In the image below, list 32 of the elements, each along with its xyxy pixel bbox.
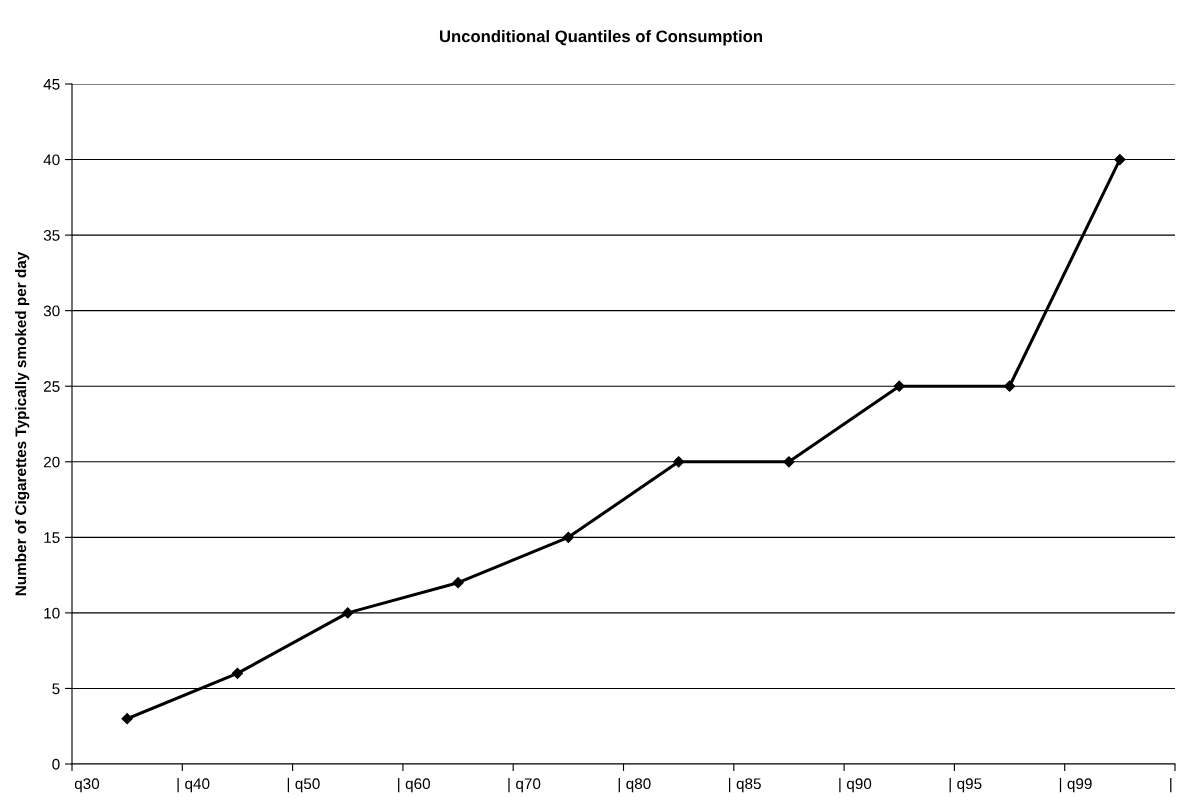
point: [783, 456, 795, 468]
x-tick-label: q40 |: [185, 777, 290, 793]
y-tick-label: 35: [43, 229, 60, 241]
chart-title: Unconditional Quantiles of Consumption: [439, 30, 763, 46]
point: [231, 667, 244, 679]
point: [121, 713, 133, 725]
point: [452, 577, 464, 589]
x-tick-label: q80 |: [626, 777, 731, 793]
y-tick-label: 30: [43, 305, 60, 317]
point: [1114, 153, 1126, 166]
point: [673, 456, 685, 468]
x-tick-label: q90 |: [846, 777, 951, 793]
y-tick-label: 25: [43, 381, 60, 392]
y-tick-label: 45: [43, 79, 60, 90]
x-tick-label: q99 |: [1067, 777, 1172, 793]
y-tick-label: 15: [44, 532, 60, 544]
x-tick-label: q95 |: [957, 777, 1062, 793]
y-tick-label: 0: [52, 758, 60, 770]
y-tick-label: 5: [52, 683, 60, 695]
x-tick-label: q85 |: [736, 777, 841, 793]
x-tick-label: q50 |: [295, 777, 400, 793]
point: [342, 607, 354, 619]
point: [562, 531, 574, 543]
x-tick-label: q30 |: [74, 777, 179, 793]
y-tick-label: 40: [43, 154, 60, 166]
x-tick-label: q60 |: [405, 777, 510, 793]
y-tick-label: 20: [43, 456, 60, 468]
y-axis-title: Number of Cigarettes Typically smoked per day: [15, 251, 30, 596]
y-tick-label: 10: [44, 607, 60, 619]
x-tick-label: q70 |: [516, 777, 620, 793]
point: [893, 380, 905, 392]
point: [1003, 380, 1016, 392]
